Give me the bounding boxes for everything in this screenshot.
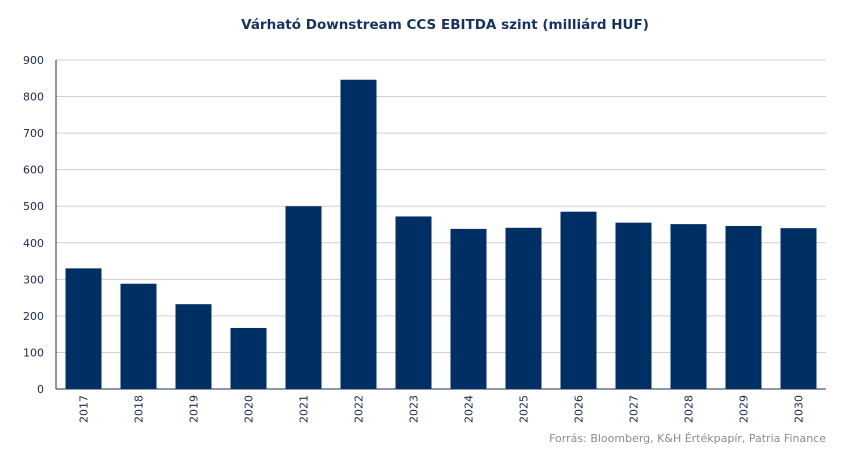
bar-2028 [670, 224, 707, 389]
bar-2024 [450, 228, 487, 389]
y-tick-label: 800 [23, 91, 44, 104]
y-tick-label: 700 [23, 127, 44, 140]
bar-2026 [560, 211, 597, 389]
y-tick-label: 500 [23, 200, 44, 213]
y-tick-label: 100 [23, 346, 44, 359]
gridlines [56, 59, 826, 353]
x-tick-label: 2021 [298, 395, 311, 423]
x-tick-label: 2020 [243, 395, 256, 423]
x-tick-label: 2019 [188, 395, 201, 423]
y-tick-labels: 0 100 200 300 400 500 600 700 800 900 [23, 54, 44, 396]
x-tick-label: 2023 [408, 395, 421, 423]
x-tick-label: 2018 [133, 395, 146, 423]
bar-2023 [395, 216, 432, 389]
bar-2027 [615, 222, 652, 389]
bar-2030 [780, 228, 817, 389]
bar-2018 [120, 283, 157, 389]
x-tick-label: 2026 [573, 395, 586, 423]
source-note: Forrás: Bloomberg, K&H Értékpapír, Patri… [549, 432, 826, 445]
bar-2029 [725, 225, 762, 389]
axes [55, 60, 826, 390]
y-tick-label: 400 [23, 237, 44, 250]
y-tick-label: 900 [23, 54, 44, 67]
x-tick-label: 2017 [78, 395, 91, 423]
x-tick-label: 2022 [353, 395, 366, 423]
bar-2020 [230, 327, 267, 389]
x-tick-label: 2024 [463, 395, 476, 423]
bar-2022 [340, 79, 377, 390]
bar-2021 [285, 206, 322, 389]
x-tick-labels: 2017 2018 2019 2020 2021 2022 2023 2024 2025 2026… [78, 395, 806, 423]
bar-2019 [175, 304, 212, 389]
x-tick-label: 2030 [793, 395, 806, 423]
y-tick-label: 300 [23, 273, 44, 286]
x-tick-label: 2028 [683, 395, 696, 423]
x-tick-label: 2027 [628, 395, 641, 423]
x-tick-label: 2025 [518, 395, 531, 423]
y-tick-label: 600 [23, 164, 44, 177]
x-tick-label: 2029 [738, 395, 751, 423]
bars [65, 79, 817, 390]
y-tick-label: 200 [23, 310, 44, 323]
bar-2025 [505, 227, 542, 389]
y-tick-label: 0 [37, 383, 44, 396]
chart-title: Várható Downstream CCS EBITDA szint (mil… [241, 17, 649, 33]
bar-2017 [65, 268, 102, 389]
